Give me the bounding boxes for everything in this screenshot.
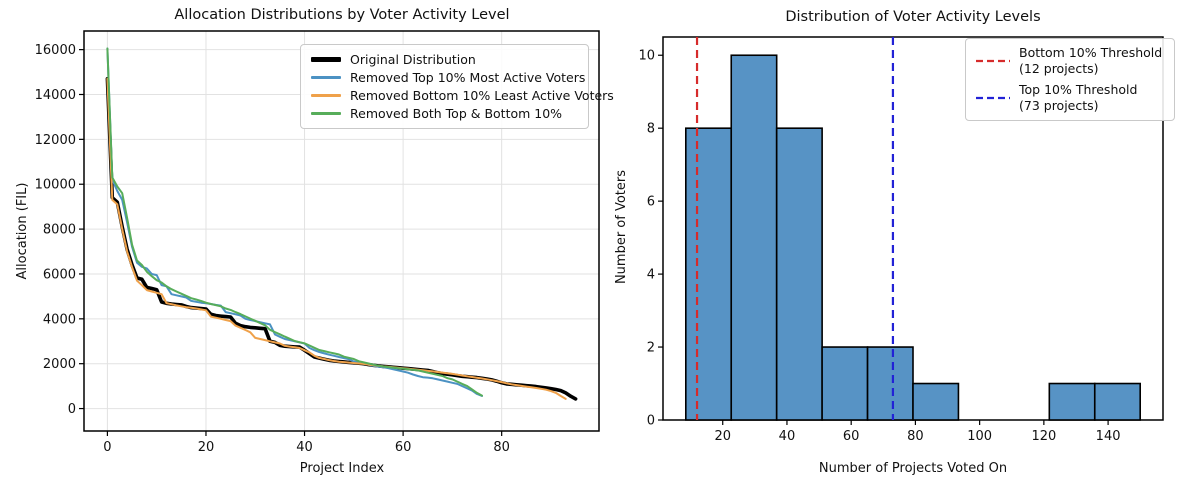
y-tick-label: 0: [647, 414, 655, 429]
right-x-axis-label: Number of Projects Voted On: [818, 461, 1008, 476]
legend-entry-label: Removed Bottom 10% Least Active Voters: [350, 88, 614, 103]
x-tick-label: 60: [843, 429, 860, 444]
x-tick-label: 80: [907, 429, 924, 444]
y-tick-label: 6000: [43, 267, 76, 282]
x-tick-label: 100: [967, 429, 992, 444]
left-chart-legend: Original Distribution Removed Top 10% Mos…: [300, 44, 614, 129]
histogram-bar: [775, 127, 823, 421]
y-tick-label: 4000: [43, 312, 76, 327]
histogram-bar: [1093, 382, 1141, 421]
y-tick-label: 4: [647, 268, 655, 283]
x-tick-label: 40: [779, 429, 796, 444]
y-tick-label: 16000: [35, 43, 76, 58]
y-tick-label: 2: [647, 341, 655, 356]
legend-entry: Removed Bottom 10% Least Active Voters: [311, 88, 614, 103]
x-tick-label: 40: [296, 440, 313, 455]
histogram-bar: [866, 346, 914, 421]
y-tick-label: 6: [647, 195, 655, 210]
legend-entry-label: Removed Both Top & Bottom 10%: [350, 106, 563, 121]
left-chart-title: Allocation Distributions by Voter Activi…: [174, 7, 510, 23]
x-tick-label: 0: [103, 440, 111, 455]
series-line: [106, 77, 567, 400]
legend-entry: Bottom 10% Threshold (12 projects): [975, 45, 1165, 77]
histogram-bar: [1048, 382, 1096, 421]
y-tick-label: 8000: [43, 223, 76, 238]
legend-entry: Removed Top 10% Most Active Voters: [311, 70, 585, 85]
y-tick-label: 0: [68, 402, 76, 417]
legend-label-line2: (12 projects): [1019, 61, 1099, 76]
legend-entry-label: Bottom 10% Threshold (12 projects): [1019, 45, 1162, 77]
legend-line-swatch: [311, 94, 341, 97]
histogram-bar: [912, 382, 960, 421]
right-y-axis-label: Number of Voters: [614, 169, 629, 285]
x-tick-label: 20: [198, 440, 215, 455]
legend-entry: Top 10% Threshold (73 projects): [975, 82, 1165, 114]
legend-label-line2: (73 projects): [1019, 98, 1099, 113]
left-y-axis-label: Allocation (FIL): [15, 182, 30, 280]
right-chart-legend: Bottom 10% Threshold (12 projects) Top 10%…: [965, 38, 1175, 121]
legend-entry-label: Removed Top 10% Most Active Voters: [350, 70, 586, 85]
x-tick-label: 80: [493, 440, 510, 455]
y-tick-label: 2000: [43, 357, 76, 372]
legend-entry-label: Original Distribution: [350, 52, 476, 67]
legend-line-swatch: [311, 57, 341, 62]
plot-border: [83, 30, 600, 432]
histogram-bar: [821, 346, 869, 421]
y-tick-label: 14000: [35, 88, 76, 103]
left-x-axis-label: Project Index: [299, 461, 385, 476]
y-tick-label: 12000: [35, 133, 76, 148]
right-chart-title: Distribution of Voter Activity Levels: [785, 9, 1041, 25]
x-tick-label: 140: [1096, 429, 1121, 444]
legend-line-swatch: [311, 112, 341, 115]
y-tick-label: 8: [647, 122, 655, 137]
x-tick-label: 60: [395, 440, 412, 455]
voter-activity-histogram: 20 40 60 80 100 120 140 0 2 4 6 8 10: [638, 36, 1164, 444]
legend-label-line1: Top 10% Threshold: [1019, 82, 1138, 97]
legend-line-swatch: [311, 76, 341, 79]
y-tick-label: 10: [638, 49, 655, 64]
histogram-bar: [730, 54, 778, 421]
x-tick-label: 120: [1031, 429, 1056, 444]
x-tick-label: 20: [714, 429, 731, 444]
legend-dashed-swatch: [976, 96, 1010, 100]
legend-entry: Original Distribution: [311, 52, 578, 67]
legend-label-line1: Bottom 10% Threshold: [1019, 45, 1163, 60]
histogram-bar: [685, 127, 733, 421]
series-line: [106, 47, 483, 397]
legend-entry-label: Top 10% Threshold (73 projects): [1019, 82, 1137, 114]
y-tick-label: 10000: [35, 178, 76, 193]
legend-entry: Removed Both Top & Bottom 10%: [311, 106, 578, 121]
legend-dashed-swatch: [976, 59, 1010, 63]
